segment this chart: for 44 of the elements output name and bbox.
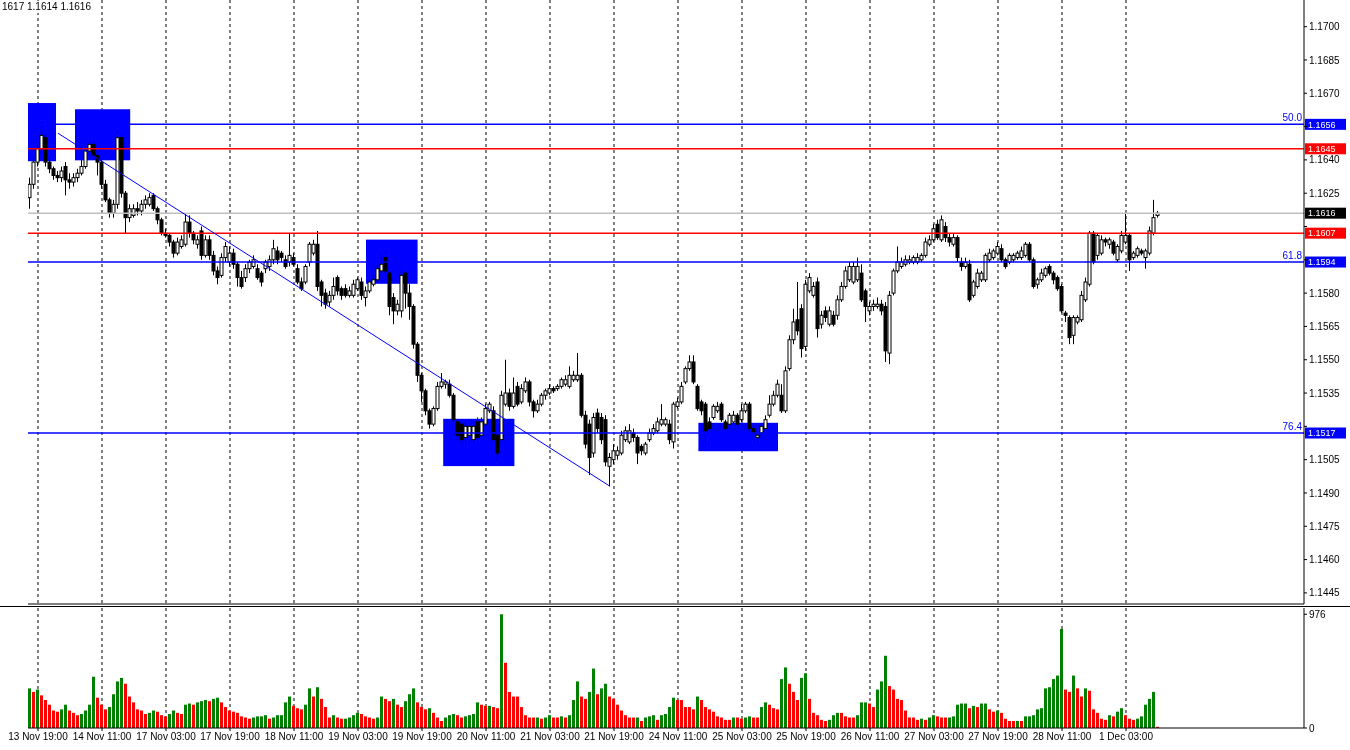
y-tick-label: 1.1565 <box>1309 320 1341 332</box>
x-tick-label: 17 Nov 19:00 <box>200 731 261 743</box>
x-tick-label: 27 Nov 19:00 <box>968 731 1029 743</box>
y-tick-label: 1.1580 <box>1309 287 1341 299</box>
x-tick-label: 27 Nov 03:00 <box>904 731 965 743</box>
annotation: 50.0 <box>1282 112 1302 124</box>
y-tick-label: 1.1670 <box>1309 87 1341 99</box>
y-tick-label: 1.1460 <box>1309 554 1341 566</box>
y-tick-label: 976 <box>1309 608 1327 620</box>
y-tick-label: 1.1490 <box>1309 487 1341 499</box>
ref-line-label: 1.1645 <box>1308 143 1336 154</box>
y-tick-label: 1.1505 <box>1309 454 1341 466</box>
x-tick-label: 21 Nov 03:00 <box>520 731 581 743</box>
x-tick-label: 28 Nov 11:00 <box>1032 731 1092 743</box>
ref-line-label: 1.1594 <box>1308 257 1336 268</box>
y-tick-label: 1.1550 <box>1309 354 1341 366</box>
x-tick-label: 20 Nov 11:00 <box>456 731 516 743</box>
x-tick-label: 26 Nov 11:00 <box>840 731 900 743</box>
x-tick-label: 19 Nov 19:00 <box>392 731 453 743</box>
x-tick-label: 25 Nov 03:00 <box>712 731 773 743</box>
y-tick-label: 1.1640 <box>1309 154 1341 166</box>
y-tick-label: 1.1700 <box>1309 21 1341 33</box>
x-tick-label: 25 Nov 19:00 <box>776 731 837 743</box>
y-tick-label: 1.1535 <box>1309 387 1341 399</box>
x-tick-label: 24 Nov 11:00 <box>648 731 708 743</box>
x-tick-label: 21 Nov 19:00 <box>584 731 645 743</box>
ref-line-label: 1.1517 <box>1308 428 1336 439</box>
annotation: 76.4 <box>1282 421 1302 432</box>
annotation: 1617 1.1614 1.1616 <box>2 1 91 13</box>
x-tick-label: 13 Nov 19:00 <box>8 731 69 743</box>
x-tick-label: 1 Dec 03:00 <box>1099 731 1154 743</box>
ref-line-label: 1.1656 <box>1308 119 1336 130</box>
x-tick-label: 19 Nov 03:00 <box>328 731 389 743</box>
y-tick-label: 1.1685 <box>1309 54 1341 66</box>
x-tick-label: 18 Nov 11:00 <box>264 731 324 743</box>
y-tick-label: 1.1445 <box>1309 587 1341 599</box>
x-tick-label: 17 Nov 03:00 <box>136 731 197 743</box>
y-tick-label: 1.1475 <box>1309 520 1341 532</box>
x-tick-label: 14 Nov 11:00 <box>72 731 132 743</box>
annotation: 61.8 <box>1282 250 1302 262</box>
y-tick-label: 1.1625 <box>1309 187 1341 199</box>
ref-line-label: 1.1616 <box>1308 208 1336 219</box>
y-tick-label: 0 <box>1309 722 1315 734</box>
ref-line-label: 1.1607 <box>1308 228 1336 239</box>
